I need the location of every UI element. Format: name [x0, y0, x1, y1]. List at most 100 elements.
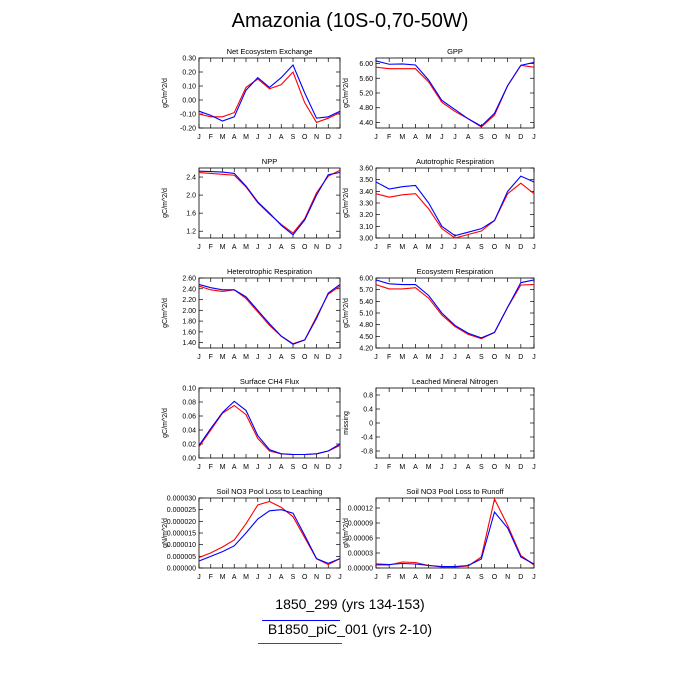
x-tick-label: D	[326, 244, 331, 251]
series-line	[198, 64, 341, 122]
x-tick-label: M	[243, 354, 249, 361]
x-tick-label: O	[492, 574, 498, 581]
y-tick-label: 5.10	[359, 311, 373, 318]
y-tick-label: 2.60	[182, 276, 196, 283]
x-tick-label: F	[387, 574, 391, 581]
x-tick-label: A	[466, 464, 471, 471]
x-tick-label: O	[492, 244, 498, 251]
x-tick-label: J	[338, 354, 342, 361]
x-tick-label: S	[291, 464, 296, 471]
x-tick-label: F	[387, 244, 391, 251]
x-tick-label: N	[505, 354, 510, 361]
y-tick-label: 1.2	[186, 229, 196, 236]
x-tick-label: A	[466, 574, 471, 581]
x-tick-label: M	[399, 464, 405, 471]
plot-frame	[375, 387, 535, 459]
x-tick-label: M	[220, 574, 226, 581]
y-tick-label: 5.60	[359, 76, 373, 83]
x-tick-label: J	[453, 574, 457, 581]
x-tick-label: J	[268, 354, 272, 361]
x-tick-label: A	[279, 244, 284, 251]
x-tick-label: A	[232, 464, 237, 471]
y-tick-label: 0.000000	[167, 566, 196, 573]
y-tick-label: 2.0	[186, 193, 196, 200]
x-tick-label: M	[243, 244, 249, 251]
y-tick-label: 1.60	[182, 329, 196, 336]
x-tick-label: O	[492, 354, 498, 361]
x-tick-label: J	[440, 574, 444, 581]
y-tick-label: 4.50	[359, 334, 373, 341]
x-tick-label: A	[466, 354, 471, 361]
y-axis-label: gC/m^2/d	[343, 298, 350, 328]
x-tick-label: J	[197, 354, 201, 361]
x-tick-label: A	[232, 244, 237, 251]
x-tick-label: M	[399, 354, 405, 361]
x-tick-label: A	[413, 574, 418, 581]
x-tick-label: F	[387, 354, 391, 361]
y-tick-label: 0.00000	[348, 566, 373, 573]
y-axis-label: gN/m^2/d	[162, 518, 169, 548]
y-tick-label: 0.00009	[348, 521, 373, 528]
y-tick-label: 1.80	[182, 319, 196, 326]
x-tick-label: D	[518, 464, 523, 471]
x-tick-label: J	[338, 574, 342, 581]
series-line	[375, 60, 535, 127]
x-tick-label: S	[479, 574, 484, 581]
x-tick-label: F	[209, 134, 213, 141]
series-line	[198, 509, 341, 564]
panel-title: GPP	[447, 47, 463, 56]
x-tick-label: J	[256, 464, 260, 471]
y-tick-label: 0.000020	[167, 519, 196, 526]
x-tick-label: J	[453, 244, 457, 251]
series-line	[198, 285, 341, 345]
x-tick-label: A	[279, 574, 284, 581]
x-tick-label: A	[232, 574, 237, 581]
chart-panel-8: Leached Mineral Nitrogen missing -0.8 -0.4 0…	[343, 377, 536, 471]
x-tick-label: S	[479, 244, 484, 251]
x-tick-label: A	[466, 244, 471, 251]
y-tick-label: 5.70	[359, 287, 373, 294]
x-tick-label: S	[479, 464, 484, 471]
x-tick-label: J	[338, 134, 342, 141]
x-tick-label: N	[314, 464, 319, 471]
y-tick-label: 0.10	[182, 84, 196, 91]
y-tick-label: 0.000030	[167, 496, 196, 503]
y-tick-label: 0.000015	[167, 531, 196, 538]
y-tick-label: 0.00003	[348, 551, 373, 558]
x-tick-label: M	[426, 354, 432, 361]
panel-title: Ecosystem Respiration	[417, 267, 494, 276]
y-tick-label: 0.000005	[167, 554, 196, 561]
series-line	[375, 182, 535, 239]
y-tick-label: 3.10	[359, 224, 373, 231]
x-tick-label: M	[243, 574, 249, 581]
y-tick-label: -0.8	[361, 449, 373, 456]
x-tick-label: J	[374, 354, 378, 361]
x-tick-label: J	[440, 464, 444, 471]
chart-panel-7: Surface CH4 Flux gC/m^2/d 0.00 0.02 0.04 0.06…	[162, 377, 342, 471]
legend-swatch-red	[258, 643, 342, 644]
chart-panel-9: Soil NO3 Pool Loss to LeachinggN/m^2/d0.…	[162, 487, 342, 581]
x-tick-label: N	[505, 574, 510, 581]
x-tick-label: A	[232, 354, 237, 361]
y-tick-label: 0.08	[182, 400, 196, 407]
y-axis-label: gC/m^2/d	[162, 78, 169, 108]
x-tick-label: J	[256, 134, 260, 141]
y-axis-label: gN/m^2/d	[343, 518, 350, 548]
y-tick-label: 6.00	[359, 61, 373, 68]
series-line	[375, 284, 535, 340]
plot-frame	[198, 497, 341, 569]
x-tick-label: J	[338, 464, 342, 471]
x-tick-label: J	[374, 574, 378, 581]
y-tick-label: 4.40	[359, 120, 373, 127]
x-tick-label: J	[268, 134, 272, 141]
panel-title: Heterotrophic Respiration	[227, 267, 312, 276]
y-tick-label: 3.00	[359, 236, 373, 243]
x-tick-label: M	[220, 354, 226, 361]
plot-frame	[375, 167, 535, 239]
y-tick-label: 0.02	[182, 442, 196, 449]
x-tick-label: J	[268, 464, 272, 471]
y-tick-label: 2.4	[186, 175, 196, 182]
x-tick-label: N	[314, 354, 319, 361]
y-tick-label: 0.00006	[348, 536, 373, 543]
